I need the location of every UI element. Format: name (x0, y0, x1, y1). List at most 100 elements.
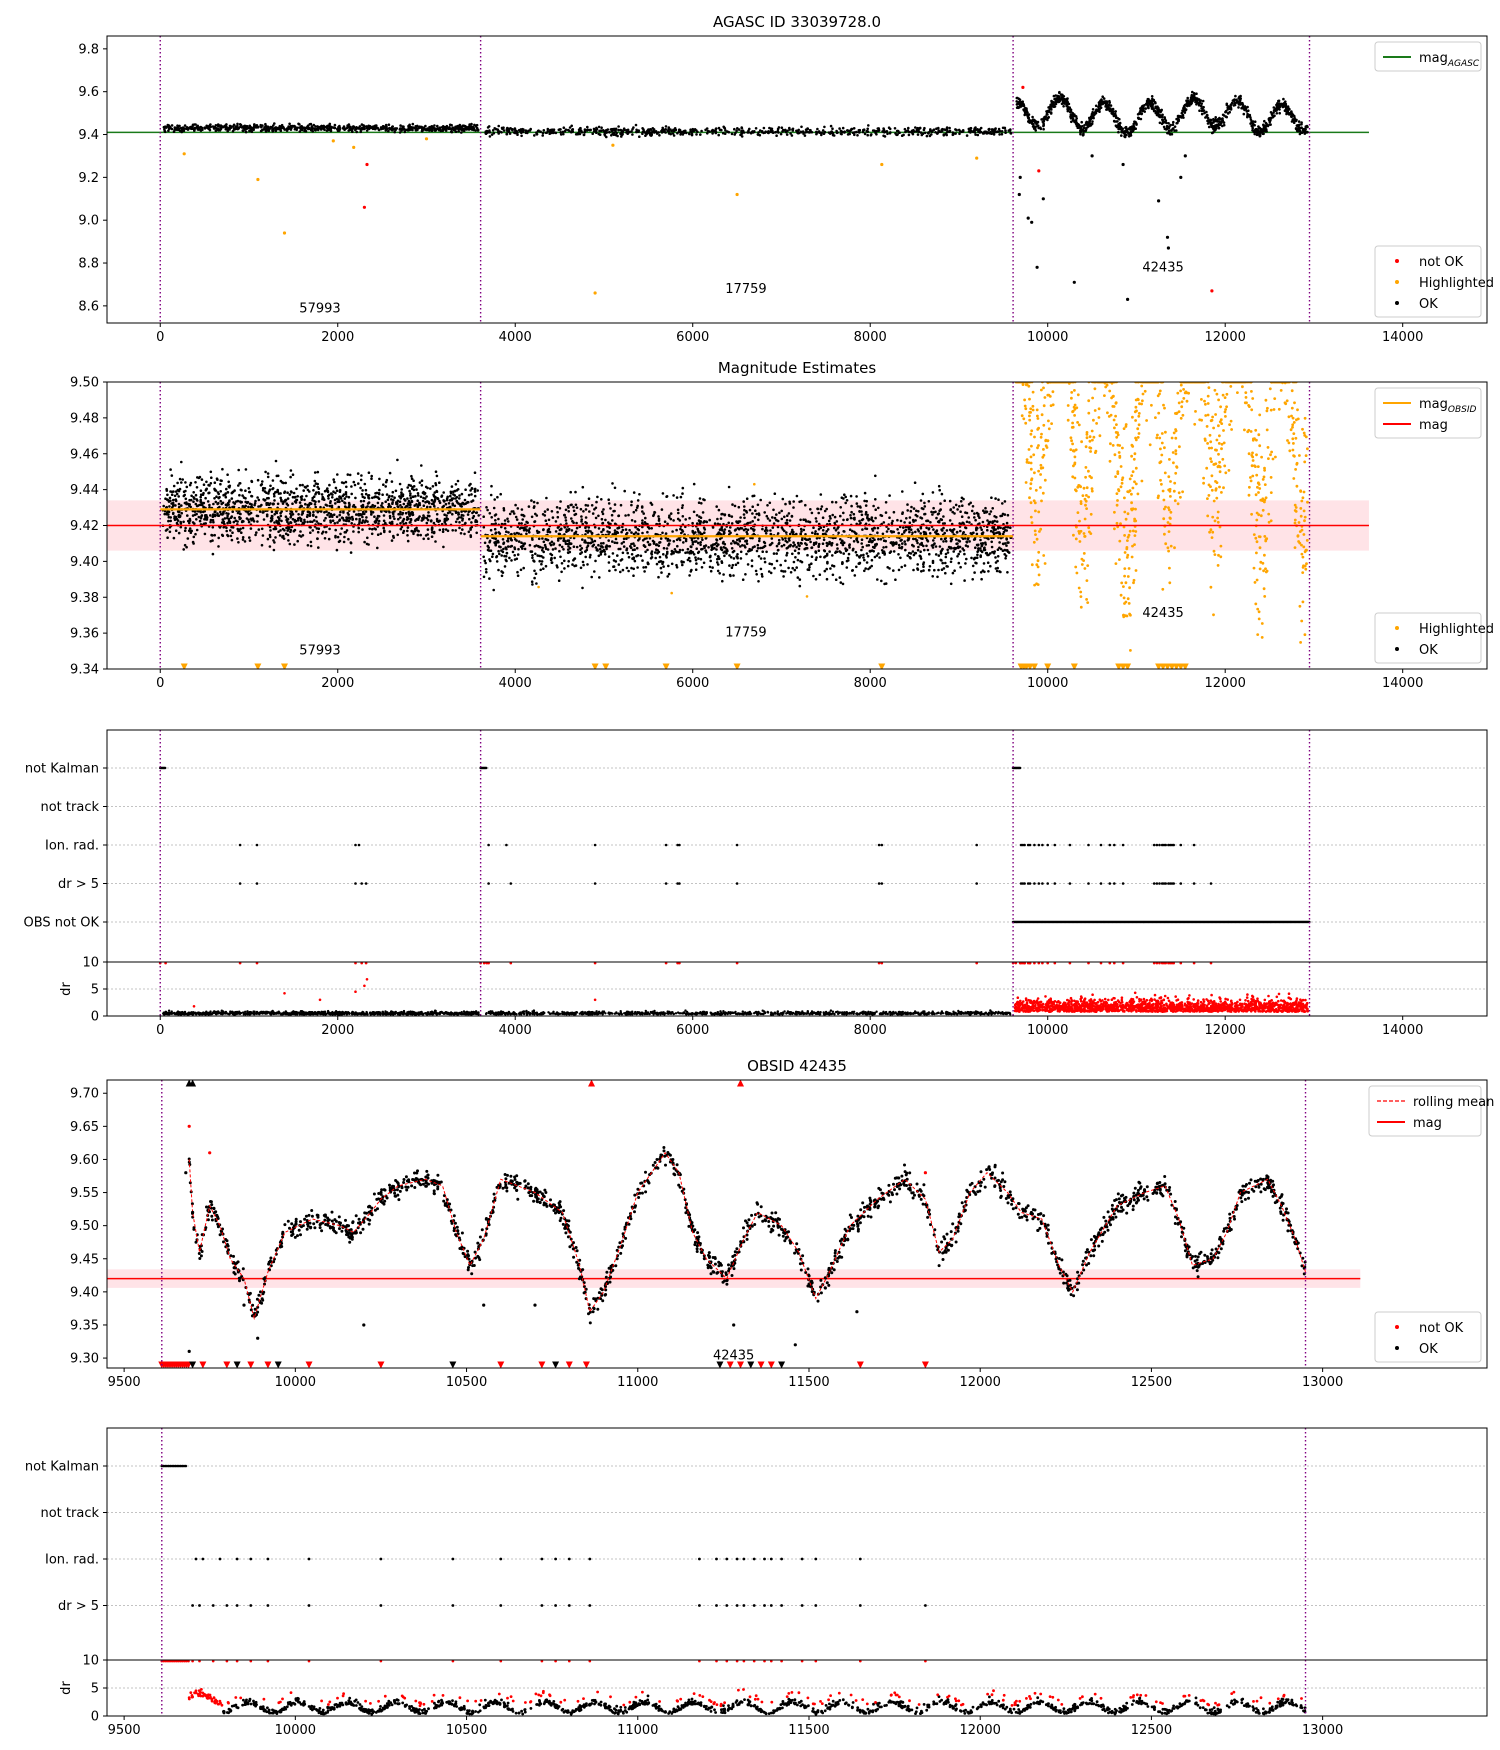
ok-point (446, 529, 450, 533)
ok-point (347, 501, 351, 505)
ok-point (735, 129, 738, 132)
ok-point (399, 504, 402, 507)
ok-point (564, 508, 568, 512)
ok-point (867, 544, 871, 547)
ok-point (349, 541, 353, 544)
ok-point (777, 131, 780, 134)
ok-point (547, 518, 551, 522)
ok-point (1098, 110, 1101, 113)
ok-point (460, 505, 464, 508)
ok-point (662, 546, 666, 550)
ok-point (945, 131, 949, 134)
ok-point (948, 519, 952, 522)
ok-point (1239, 94, 1242, 98)
ok-point (752, 130, 756, 134)
ok-point (371, 511, 375, 514)
ok-point (1116, 120, 1119, 123)
obsid-label: 57993 (299, 301, 340, 316)
ok-point (1068, 110, 1072, 114)
ok-point (359, 127, 362, 131)
ok-point (946, 551, 950, 554)
ok-point (945, 126, 949, 129)
ok-point (470, 487, 474, 490)
ok-point (341, 499, 344, 503)
ok-point (216, 502, 219, 506)
ok-point (875, 130, 878, 133)
ok-point (485, 570, 488, 574)
ok-point (931, 129, 934, 132)
ok-point (188, 517, 192, 521)
ok-point (379, 126, 383, 129)
ok-point (175, 517, 179, 521)
ok-point (454, 529, 458, 532)
ok-point (335, 515, 339, 519)
ok-point (1188, 104, 1191, 107)
ok-point (172, 490, 175, 493)
ok-point (436, 496, 439, 500)
ok-point (1246, 114, 1249, 117)
ok-point (661, 128, 665, 132)
ok-point (461, 528, 464, 531)
ok-point (796, 576, 800, 579)
ok-point (730, 522, 734, 525)
ok-point (543, 510, 547, 513)
ok-point (661, 492, 665, 495)
ok-point (911, 550, 915, 553)
ok-point (1243, 105, 1247, 108)
ok-point (1183, 154, 1187, 158)
x-tick-label: 2000 (321, 330, 354, 345)
ok-point (188, 498, 191, 502)
ok-point (411, 126, 415, 129)
obsid-label: 17759 (725, 282, 766, 297)
ok-point (176, 488, 180, 492)
ok-point (264, 130, 268, 133)
ok-point (302, 489, 306, 492)
ok-point (672, 134, 676, 137)
ok-point (460, 131, 463, 134)
ok-point (700, 129, 703, 133)
ok-point (313, 499, 316, 503)
ok-point (971, 564, 975, 568)
ok-point (541, 134, 544, 137)
ok-point (599, 542, 603, 545)
ok-point (777, 538, 781, 542)
ok-point (1237, 97, 1240, 100)
ok-point (276, 127, 279, 131)
y-tick-label: 8.8 (78, 257, 99, 272)
ok-point (608, 569, 611, 573)
ok-point (1032, 125, 1036, 128)
ok-point (677, 130, 681, 133)
ok-point (317, 500, 321, 503)
ok-point (1262, 126, 1266, 130)
ok-point (527, 505, 531, 508)
ok-point (538, 559, 541, 563)
ok-point (577, 128, 581, 131)
ok-point (449, 491, 453, 495)
ok-point (737, 505, 741, 509)
ok-point (750, 564, 754, 568)
ok-point (605, 131, 608, 134)
ok-point (496, 128, 500, 132)
ok-point (1082, 132, 1085, 135)
ok-point (941, 127, 944, 131)
ok-point (800, 538, 804, 542)
ok-point (338, 125, 341, 128)
not-ok-point (1210, 289, 1214, 293)
ok-point (436, 127, 439, 130)
ok-point (280, 510, 284, 513)
ok-point (409, 492, 412, 495)
ok-point (211, 513, 215, 516)
ok-point (1080, 120, 1083, 124)
ok-point (289, 469, 293, 472)
ok-point (691, 540, 695, 544)
ok-point (284, 481, 288, 485)
ok-point (1184, 104, 1188, 107)
ok-point (751, 536, 754, 540)
ok-point (849, 129, 853, 132)
ok-point (211, 515, 215, 518)
ok-point (779, 132, 783, 136)
ok-point (360, 521, 364, 524)
ok-point (586, 125, 589, 129)
ok-point (839, 514, 842, 518)
ok-point (1129, 126, 1132, 129)
